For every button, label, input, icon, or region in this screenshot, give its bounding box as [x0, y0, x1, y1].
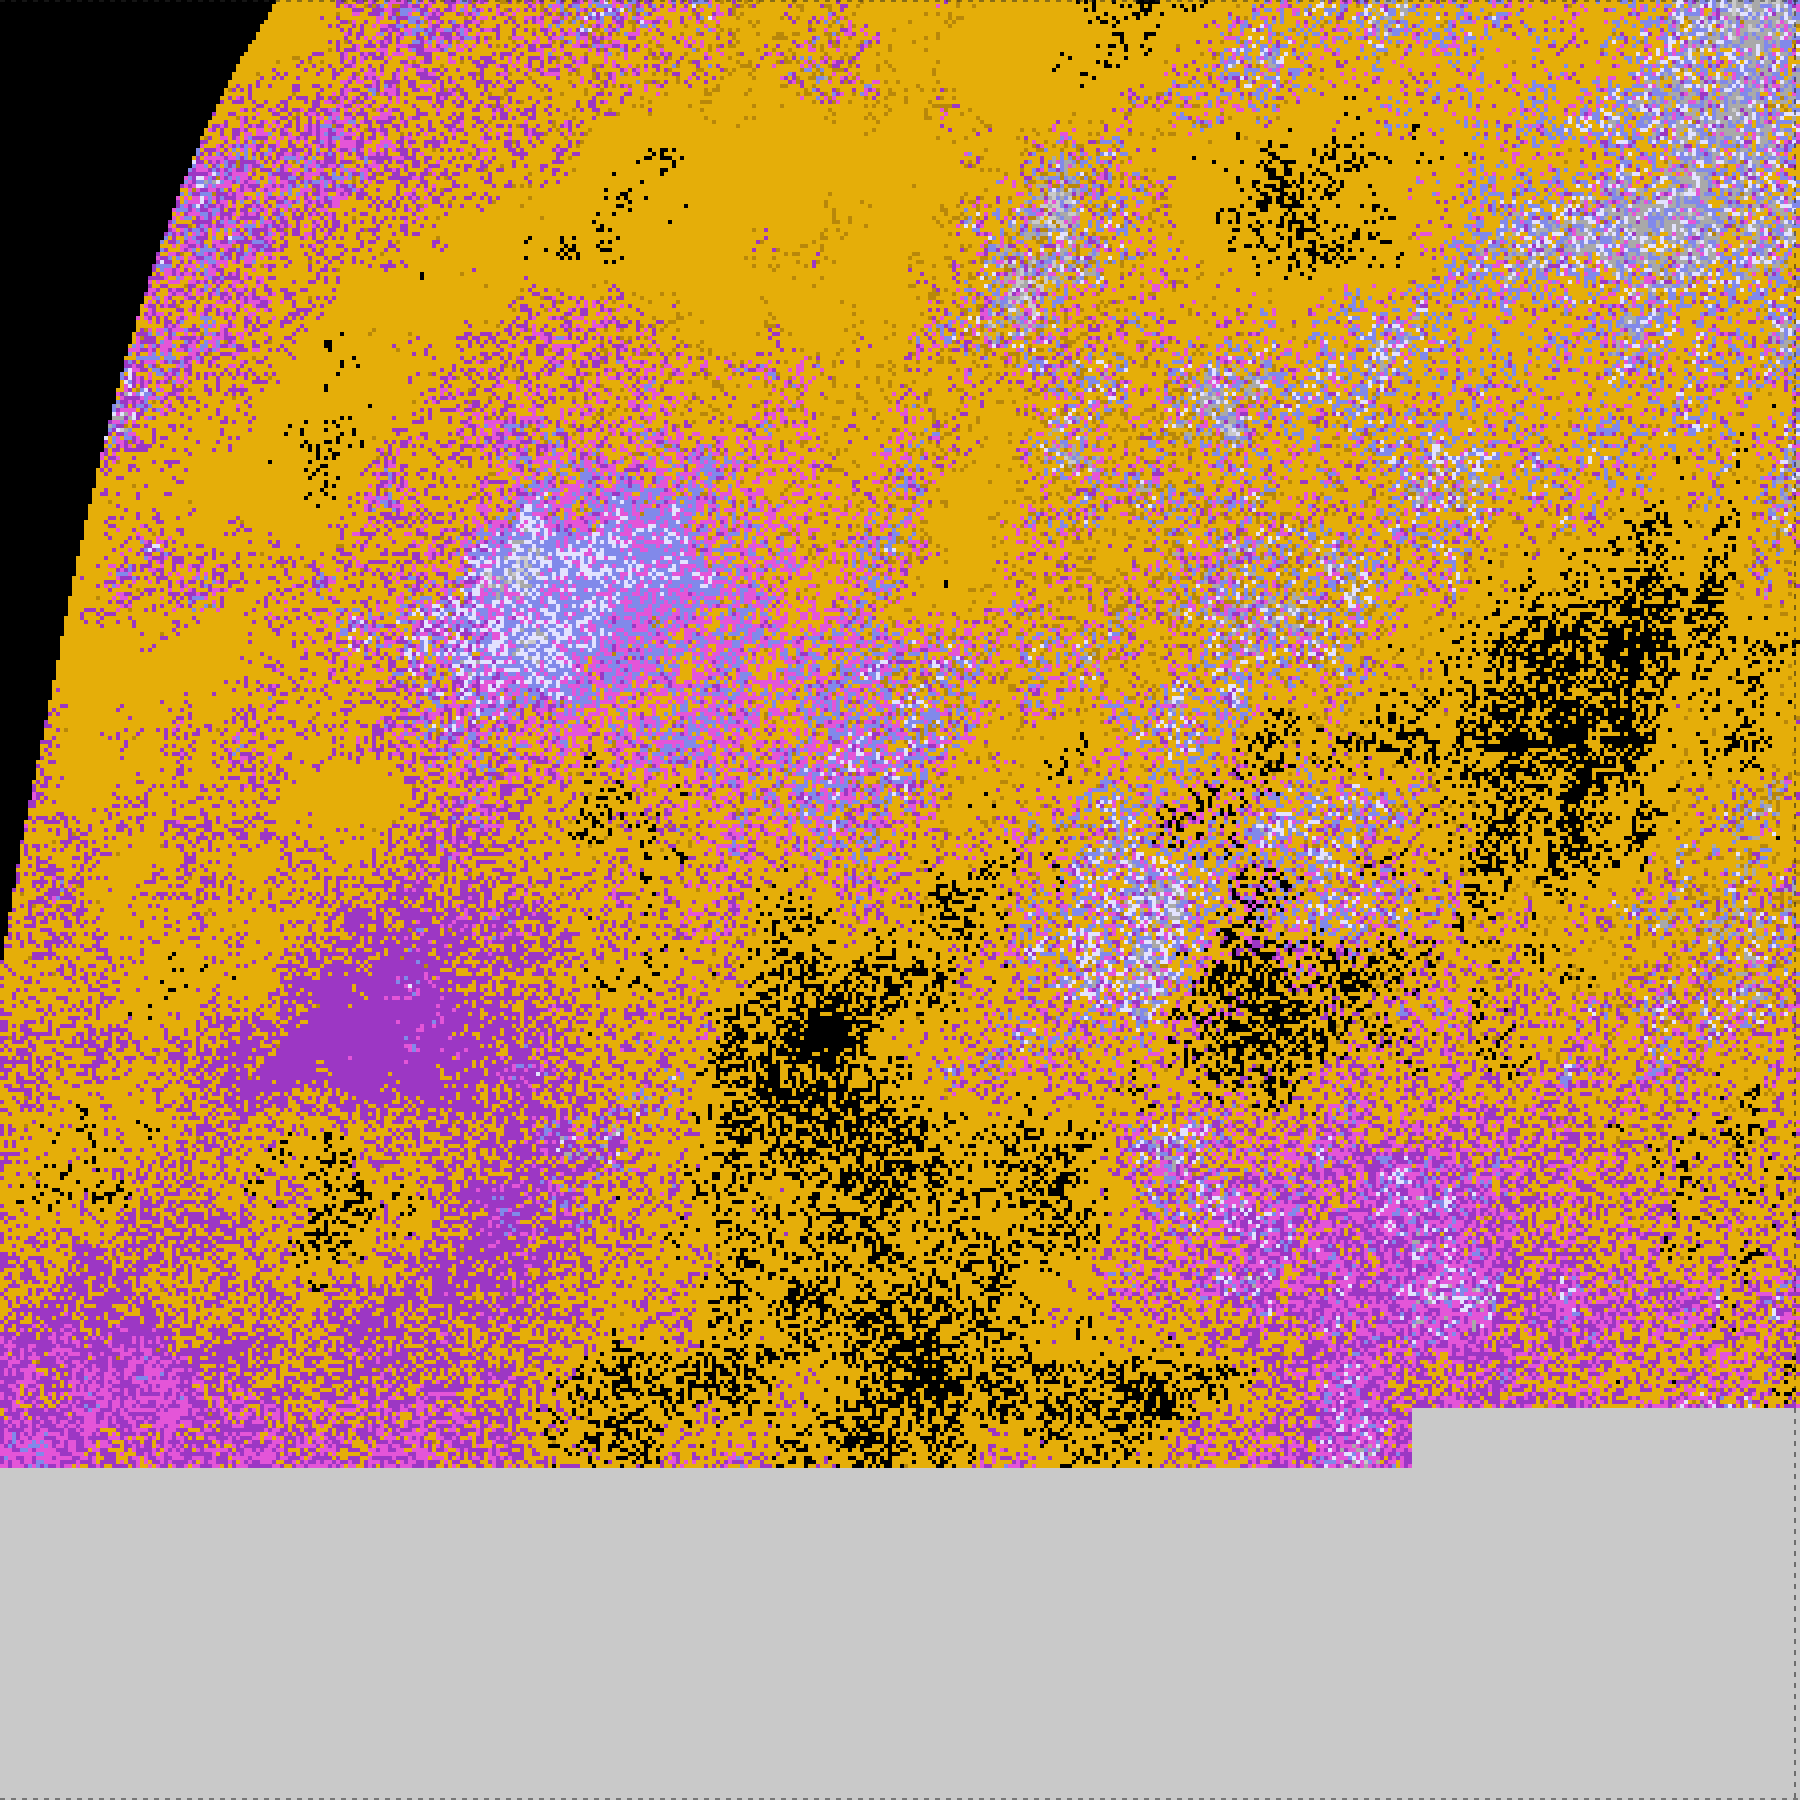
satellite-raster-scene: Classified Satellite Raster Scene false-…: [0, 0, 1800, 1800]
classified-raster-image: [0, 0, 1800, 1800]
